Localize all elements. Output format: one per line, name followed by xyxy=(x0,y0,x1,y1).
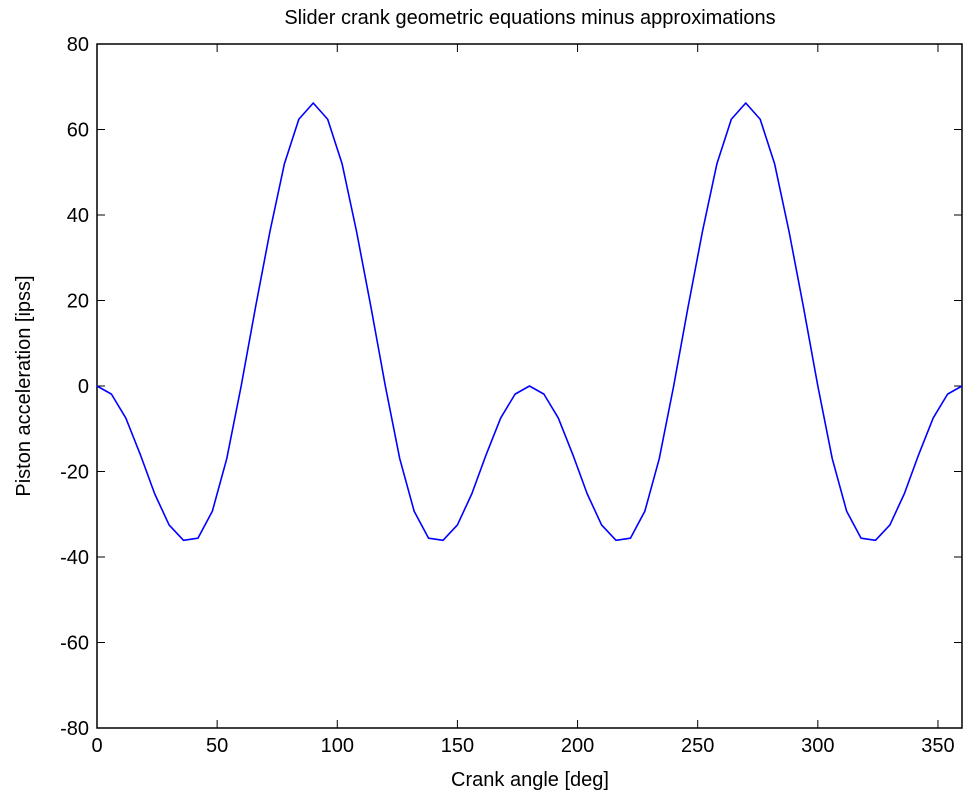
x-tick-label: 200 xyxy=(561,735,594,757)
x-tick-label: 350 xyxy=(921,735,954,757)
y-tick-label: -80 xyxy=(60,718,89,740)
y-tick-label: 40 xyxy=(67,205,89,227)
y-axis-ticks: -80 -60 -40 -20 0 20 40 60 80 xyxy=(60,34,962,740)
x-tick-label: 300 xyxy=(801,735,834,757)
x-tick-label: 0 xyxy=(91,735,102,757)
y-tick-label: 0 xyxy=(78,376,89,398)
y-tick-label: -40 xyxy=(60,547,89,569)
series-line xyxy=(96,102,963,542)
x-tick-label: 150 xyxy=(441,735,474,757)
y-axis-title: Piston acceleration [ipss] xyxy=(13,275,35,496)
x-tick-label: 100 xyxy=(321,735,354,757)
x-axis-title: Crank angle [deg] xyxy=(451,769,609,791)
y-tick-label: 60 xyxy=(67,120,89,142)
y-tick-label: 20 xyxy=(67,291,89,313)
x-tick-label: 250 xyxy=(681,735,714,757)
x-tick-label: 50 xyxy=(206,735,228,757)
y-tick-label: 80 xyxy=(67,34,89,56)
chart-title: Slider crank geometric equations minus a… xyxy=(284,7,775,29)
y-tick-label: -20 xyxy=(60,462,89,484)
x-axis-ticks: 0 50 100 150 200 250 300 350 xyxy=(91,44,955,757)
y-tick-label: -60 xyxy=(60,633,89,655)
